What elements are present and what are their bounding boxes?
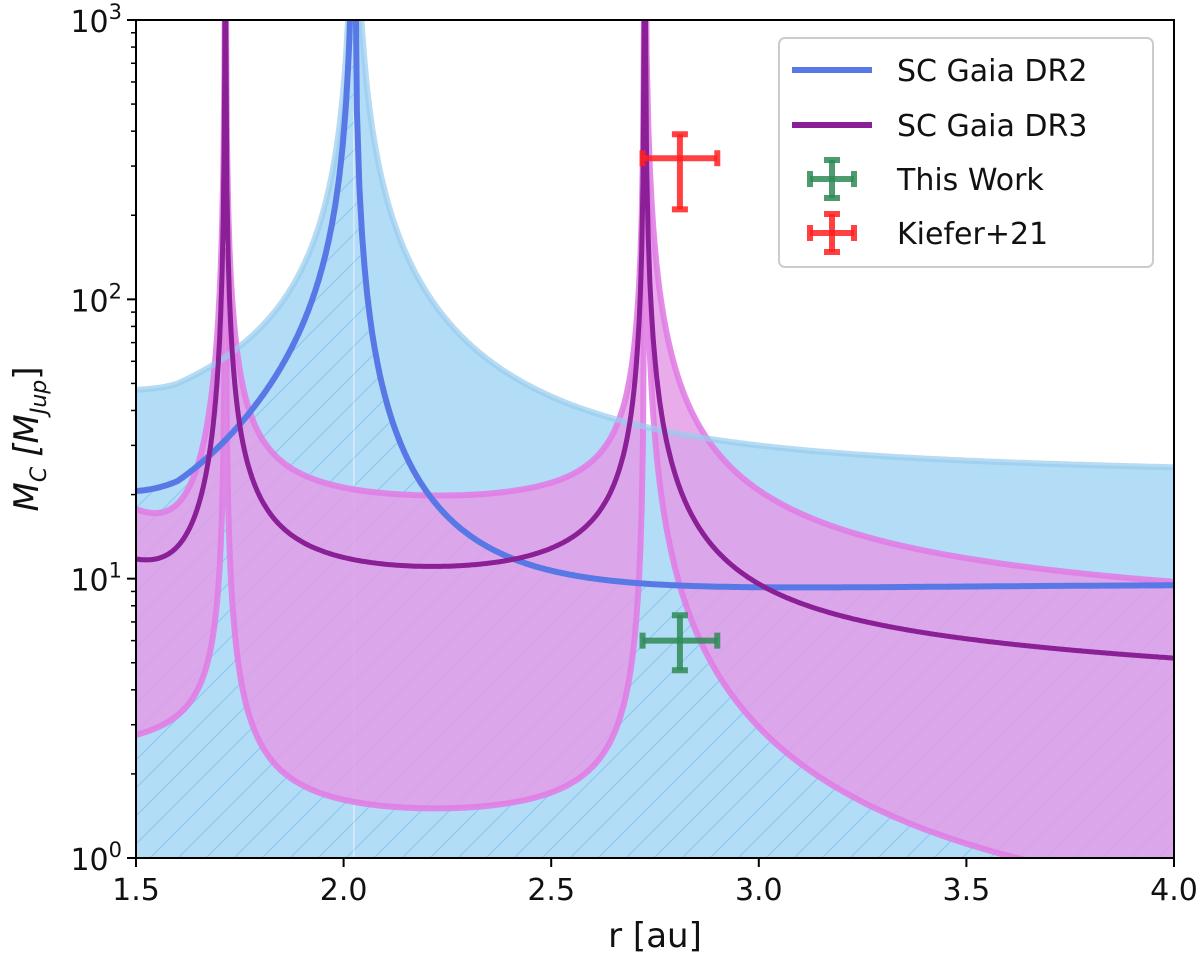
- series-dr3-line: [136, 20, 1174, 661]
- axes-frame: [135, 19, 1175, 859]
- y-tick-label: 103: [70, 0, 122, 40]
- legend-marker-kiefer: [807, 211, 857, 255]
- y-tick-label: 102: [70, 279, 122, 319]
- legend-item-dr2: SC Gaia DR2: [792, 54, 1087, 89]
- x-tick-label: 4.0: [1150, 873, 1198, 908]
- dr3-band-region: [136, 20, 1174, 858]
- y-axis-label: MC[MJup]: [7, 367, 52, 512]
- y-tick-label: 101: [70, 559, 122, 599]
- dr3-band-lower-edge: [136, 20, 1030, 858]
- x-tick-label: 2.0: [320, 873, 368, 908]
- legend-marker-this-work: [807, 157, 857, 201]
- legend-item-dr3: SC Gaia DR3: [792, 109, 1087, 144]
- dr2-band-upper-edge: [136, 20, 1174, 471]
- x-tick-label: 1.5: [112, 873, 160, 908]
- plot-area: [136, 20, 1174, 858]
- legend-label-dr3: SC Gaia DR3: [897, 109, 1087, 144]
- y-tick-label: 100: [70, 838, 122, 878]
- legend-box: [778, 37, 1154, 268]
- x-axis-label: r [au]: [608, 916, 702, 955]
- dr2-band-upper-region: [136, 20, 1174, 588]
- legend-item-kiefer: Kiefer+21: [807, 211, 1048, 255]
- legend-label-kiefer: Kiefer+21: [897, 217, 1048, 252]
- legend-label-dr2: SC Gaia DR2: [897, 54, 1087, 89]
- legend-label-this-work: This Work: [896, 163, 1044, 198]
- dr3-band-upper-edge: [136, 20, 1174, 585]
- legend: SC Gaia DR2 SC Gaia DR3 This Work Kiefer…: [778, 37, 1154, 268]
- x-tick-label: 3.0: [735, 873, 783, 908]
- x-axis: 1.5 2.0 2.5 3.0 3.5 4.0: [112, 858, 1198, 908]
- svg-text:MC[MJup]: MC[MJup]: [7, 367, 52, 512]
- x-tick-label: 3.5: [943, 873, 991, 908]
- y-axis: 100 101 102 103: [70, 0, 136, 878]
- point-kiefer-21: [639, 131, 721, 213]
- x-tick-label: 2.5: [527, 873, 575, 908]
- point-this-work: [639, 612, 721, 674]
- legend-item-this-work: This Work: [807, 157, 1044, 201]
